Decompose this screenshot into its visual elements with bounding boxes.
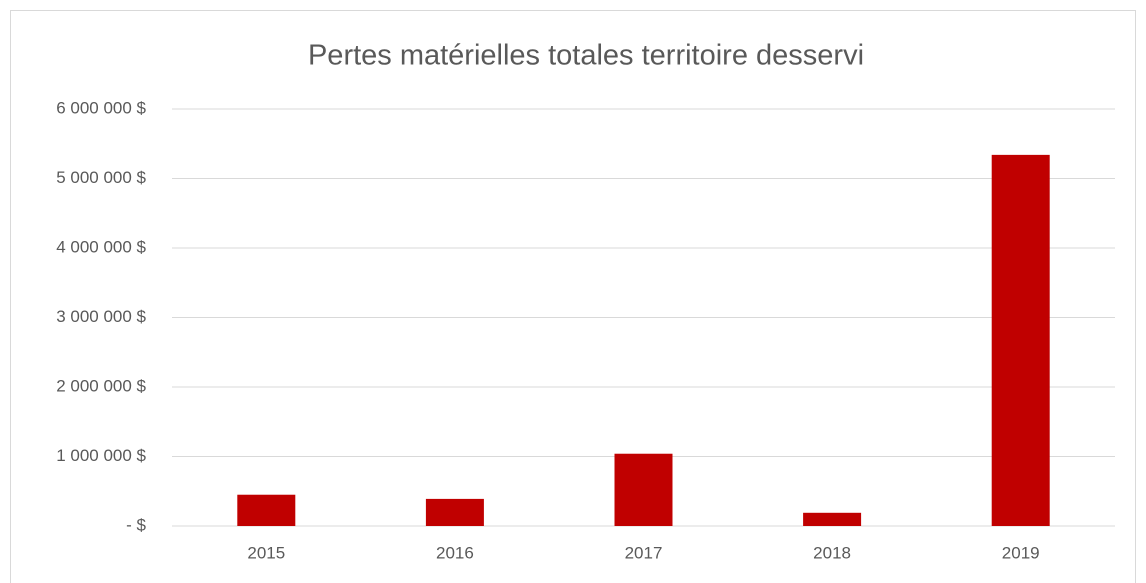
bar: [803, 512, 862, 526]
bar: [237, 494, 296, 526]
y-tick-label: 6 000 000 $: [56, 98, 146, 117]
x-tick-label: 2016: [436, 543, 474, 562]
y-tick-label: 2 000 000 $: [56, 376, 146, 395]
bar: [614, 453, 673, 526]
y-tick-label: 5 000 000 $: [56, 168, 146, 187]
x-tick-label: 2018: [813, 543, 851, 562]
y-tick-label: 4 000 000 $: [56, 237, 146, 256]
y-tick-label: 1 000 000 $: [56, 446, 146, 465]
x-tick-label: 2017: [625, 543, 663, 562]
x-tick-label: 2019: [1002, 543, 1040, 562]
y-tick-label: - $: [126, 515, 146, 534]
y-tick-label: 3 000 000 $: [56, 307, 146, 326]
chart-border: [10, 10, 1136, 583]
bar: [991, 154, 1050, 526]
x-tick-label: 2015: [247, 543, 285, 562]
chart-title: Pertes matérielles totales territoire de…: [308, 40, 864, 72]
bar: [425, 498, 484, 526]
